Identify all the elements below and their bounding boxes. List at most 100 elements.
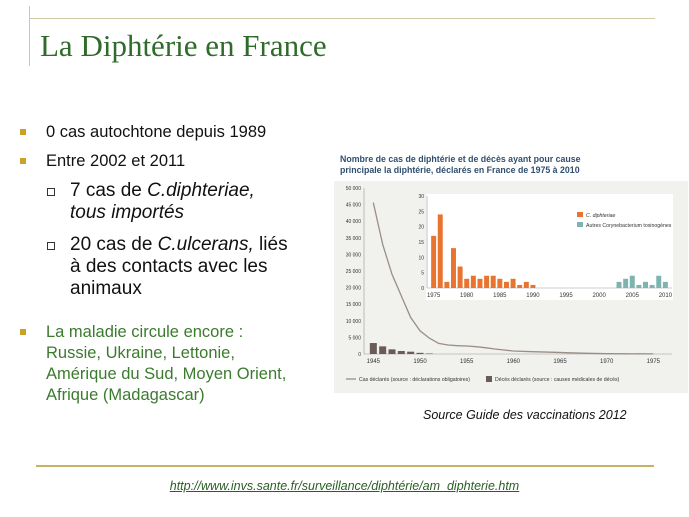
sub-bullet-text: 7 cas de	[70, 180, 148, 201]
source-link[interactable]: http://www.invs.sante.fr/surveillance/di…	[169, 479, 520, 493]
slide-title: La Diphtérie en France	[40, 28, 327, 63]
x-tick-label: 1965	[553, 359, 567, 365]
deaths-bar	[407, 351, 415, 354]
inset-x-tick-label: 1985	[493, 293, 507, 299]
inset-x-tick-label: 1995	[559, 293, 573, 299]
deaths-bar	[388, 349, 396, 354]
legend-deaths-swatch	[486, 376, 492, 382]
inset-x-tick-label: 2000	[592, 293, 606, 299]
inset-legend-label-1: C. diphteriae	[586, 213, 616, 219]
inset-y-tick-label: 10	[418, 255, 424, 261]
y-tick-label: 15 000	[346, 302, 362, 308]
x-tick-label: 1970	[600, 359, 614, 365]
chart-header: Nombre de cas de diphtérie et de décès a…	[334, 148, 688, 181]
y-tick-label: 35 000	[346, 236, 362, 242]
bullet-item: La maladie circule encore : Russie, Ukra…	[20, 322, 340, 406]
bullet-item: Entre 2002 et 2011	[20, 151, 340, 172]
corynebacterium-bar	[643, 281, 648, 288]
inset-legend-swatch-2	[577, 222, 583, 227]
species-name: C.diphteriae,	[147, 180, 255, 201]
chart-figure: Nombre de cas de diphtérie et de décès a…	[334, 148, 688, 393]
inset-y-tick-label: 20	[418, 225, 424, 231]
top-decorative-line	[30, 18, 655, 19]
bullet-text-line2: Russie, Ukraine, Lettonie,	[46, 344, 235, 362]
diphteriae-bar	[523, 281, 529, 288]
legend-deaths-label: Décès déclarés (source : causes médicale…	[495, 377, 620, 383]
square-bullet-icon	[20, 158, 26, 164]
diphteriae-bar	[437, 214, 443, 288]
corynebacterium-bar	[656, 275, 662, 288]
chart-title-line2: principale la diphtérie, déclarés en Fra…	[340, 165, 580, 175]
inset-legend-swatch-1	[577, 212, 583, 217]
hollow-square-bullet-icon	[47, 188, 55, 196]
diphteriae-bar	[470, 275, 476, 288]
y-tick-label: 45 000	[346, 203, 362, 209]
corynebacterium-bar	[636, 284, 642, 288]
inset-y-tick-label: 15	[418, 240, 424, 246]
inset-y-tick-label: 5	[421, 271, 424, 277]
species-name: C.ulcerans,	[157, 234, 254, 255]
x-tick-label: 1975	[647, 359, 661, 365]
y-tick-label: 10 000	[346, 319, 362, 325]
bullet-text: 0 cas autochtone depuis 1989	[46, 123, 267, 141]
bullet-list: 0 cas autochtone depuis 1989 Entre 2002 …	[20, 122, 340, 414]
inset-x-tick-label: 1975	[427, 293, 441, 299]
inset-legend-label-2: Autres Corynebacterium toxinogènes	[586, 223, 672, 229]
bottom-rule	[36, 465, 654, 467]
chart-svg: 50 000 45 000 40 000 35 000 30 000 25 000 20 0…	[346, 186, 673, 383]
diphteriae-bar	[457, 266, 463, 288]
inset-y-tick-label: 30	[418, 194, 424, 200]
inset-x-tick-label: 1990	[526, 293, 540, 299]
deaths-bar	[397, 351, 405, 354]
diphteriae-bar	[490, 275, 496, 288]
inset-x-tick-label: 1980	[460, 293, 474, 299]
diphteriae-bar	[431, 235, 437, 288]
sub-bullet-item: 7 cas de C.diphteriae, tous importés	[20, 180, 340, 224]
inset-x-tick-label: 2005	[626, 293, 640, 299]
x-tick-label: 1960	[507, 359, 521, 365]
y-tick-label: 30 000	[346, 252, 362, 258]
square-bullet-icon	[20, 129, 26, 135]
x-tick-label: 1945	[367, 359, 381, 365]
square-bullet-icon	[20, 329, 26, 335]
y-tick-label: 50 000	[346, 186, 362, 192]
diphteriae-bar	[503, 281, 509, 288]
diphteriae-bar	[510, 278, 516, 288]
x-tick-label: 1950	[413, 359, 427, 365]
bullet-text-line4: Afrique (Madagascar)	[46, 386, 205, 404]
left-decorative-line	[29, 6, 30, 66]
hollow-square-bullet-icon	[47, 242, 55, 250]
deaths-bar	[369, 343, 377, 354]
sub-bullet-item: 20 cas de C.ulcerans, liés à des contact…	[20, 234, 340, 300]
legend-cases-label: Cas déclarés (source : déclarations obli…	[359, 377, 470, 383]
diphteriae-bar	[464, 278, 470, 288]
bullet-text: La maladie circule encore :	[46, 323, 244, 341]
corynebacterium-bar	[662, 281, 668, 288]
bullet-text-line3: Amérique du Sud, Moyen Orient,	[46, 365, 287, 383]
sub-bullet-text-line2: tous importés	[70, 202, 185, 223]
y-tick-label: 25 000	[346, 269, 362, 275]
cases-line	[372, 202, 654, 355]
deaths-bar	[416, 352, 424, 354]
sub-bullet-text-tail: liés	[253, 234, 288, 255]
y-tick-label: 5 000	[348, 335, 361, 341]
corynebacterium-bar	[616, 281, 622, 288]
inset-y-tick-label: 25	[418, 209, 424, 215]
chart-title: Nombre de cas de diphtérie et de décès a…	[340, 154, 581, 176]
x-tick-label: 1955	[460, 359, 474, 365]
inset-y-tick-label: 0	[421, 286, 424, 292]
diphteriae-bar	[517, 284, 523, 288]
corynebacterium-bar	[649, 284, 655, 288]
y-tick-label: 20 000	[346, 286, 362, 292]
diphteriae-bar	[497, 278, 503, 288]
diphteriae-bar	[530, 284, 536, 288]
inset-x-tick-label: 2010	[659, 293, 673, 299]
diphteriae-bar	[484, 275, 490, 288]
corynebacterium-bar	[623, 278, 629, 288]
corynebacterium-bar	[629, 275, 635, 288]
sub-bullet-text: 20 cas de	[70, 234, 158, 255]
y-tick-label: 0	[358, 352, 361, 358]
bullet-item: 0 cas autochtone depuis 1989	[20, 122, 340, 143]
inset-background	[426, 194, 673, 300]
diphteriae-bar	[477, 278, 483, 288]
